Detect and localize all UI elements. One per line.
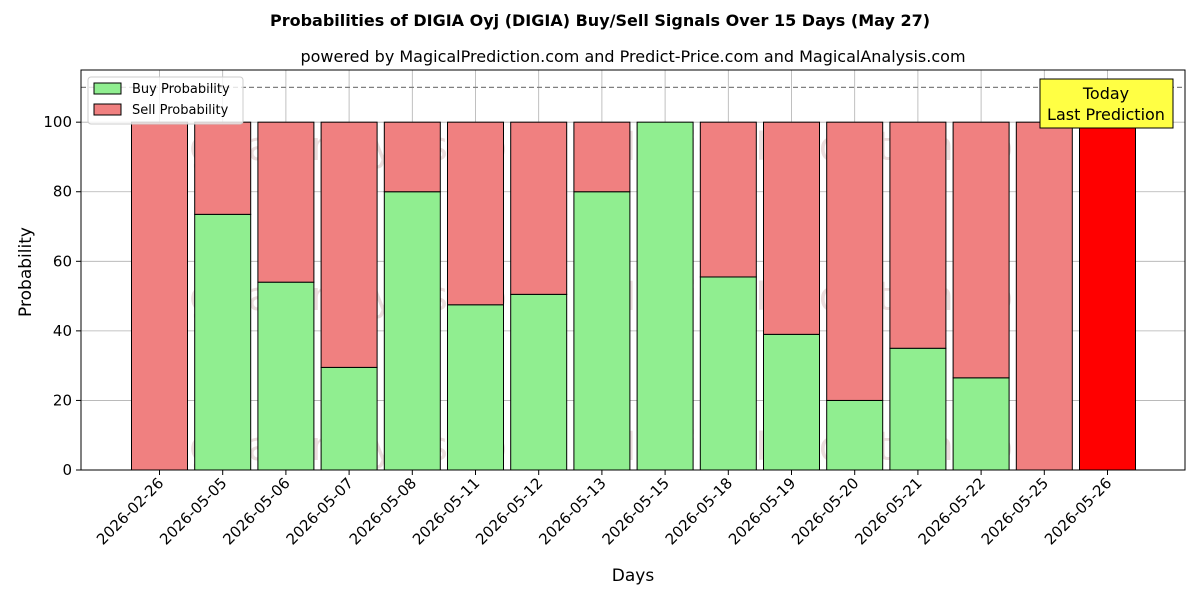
y-tick-label: 100 (43, 113, 72, 131)
buy-bar (636, 121, 694, 471)
buy-bar (952, 377, 1010, 471)
sell-bar (447, 121, 504, 306)
x-tick-label: 2026-05-11 (409, 474, 483, 548)
sell-bar (699, 121, 757, 278)
legend-box (87, 76, 244, 125)
sell-bar (1079, 121, 1136, 471)
chart-subtitle: powered by MagicalPrediction.com and Pre… (300, 47, 965, 66)
annotation-line-1: Today (1082, 84, 1129, 103)
y-axis-label: Probability (16, 227, 36, 317)
legend-swatch (93, 82, 122, 95)
legend-swatch (93, 103, 122, 116)
buy-bar (510, 293, 568, 471)
legend-label: Buy Probability (132, 82, 230, 97)
today-annotation: Today Last Prediction (1039, 78, 1174, 129)
sell-bar (131, 121, 188, 471)
bar-layer (81, 86, 1185, 471)
annotation-box (1039, 78, 1174, 129)
sell-bar (763, 121, 820, 335)
y-tick-label: 0 (62, 461, 72, 479)
x-tick-label: 2026-05-18 (662, 474, 736, 548)
x-tick-label: 2026-05-15 (599, 474, 673, 548)
sell-bar (510, 121, 568, 295)
y-tick-label: 60 (53, 252, 72, 270)
x-tick-label: 2026-05-20 (788, 474, 862, 548)
plot-frame (80, 69, 1186, 471)
y-tick-label: 40 (53, 322, 72, 340)
buy-bar (320, 366, 378, 471)
buy-bar (257, 281, 315, 471)
x-tick-label: 2026-05-26 (1041, 474, 1115, 548)
annotation-line-2: Last Prediction (1047, 105, 1165, 124)
sell-bar (383, 121, 441, 193)
sell-bar (889, 121, 947, 349)
buy-bar (763, 333, 820, 471)
chart-title: Probabilities of DIGIA Oyj (DIGIA) Buy/S… (270, 11, 930, 30)
sell-bar (826, 121, 884, 401)
x-tick-label: 2026-05-05 (156, 474, 230, 548)
y-tick-label: 80 (53, 183, 72, 201)
legend-label: Sell Probability (132, 103, 229, 118)
x-axis-label: Days (612, 566, 655, 586)
buy-bar (699, 276, 757, 471)
buy-bar (447, 304, 504, 471)
buy-bar (573, 191, 631, 471)
x-tick-label: 2026-05-13 (535, 474, 609, 548)
legend: Buy Probability Sell Probability (87, 76, 244, 125)
x-tick-label: 2026-05-19 (725, 474, 799, 548)
x-tick-label: 2026-05-07 (283, 474, 357, 548)
x-tick-label: 2026-05-22 (915, 474, 989, 548)
buy-bar (383, 191, 441, 471)
x-tick-label: 2026-05-12 (472, 474, 546, 548)
x-tick-label: 2026-05-21 (851, 474, 925, 548)
sell-bar (257, 121, 315, 283)
x-tick-label: 2026-05-06 (219, 474, 293, 548)
x-tick-label: 2026-02-26 (93, 474, 167, 548)
x-tick-label: 2026-05-25 (978, 474, 1052, 548)
y-tick-label: 20 (53, 391, 72, 409)
buy-bar (889, 347, 947, 471)
sell-bar (194, 121, 252, 215)
sell-bar (320, 121, 378, 368)
buy-bar (194, 213, 252, 471)
buy-bar (826, 399, 884, 471)
x-tick-label: 2026-05-08 (346, 474, 420, 548)
sell-bar (1015, 121, 1073, 471)
sell-bar (573, 121, 631, 193)
sell-bar (952, 121, 1010, 379)
